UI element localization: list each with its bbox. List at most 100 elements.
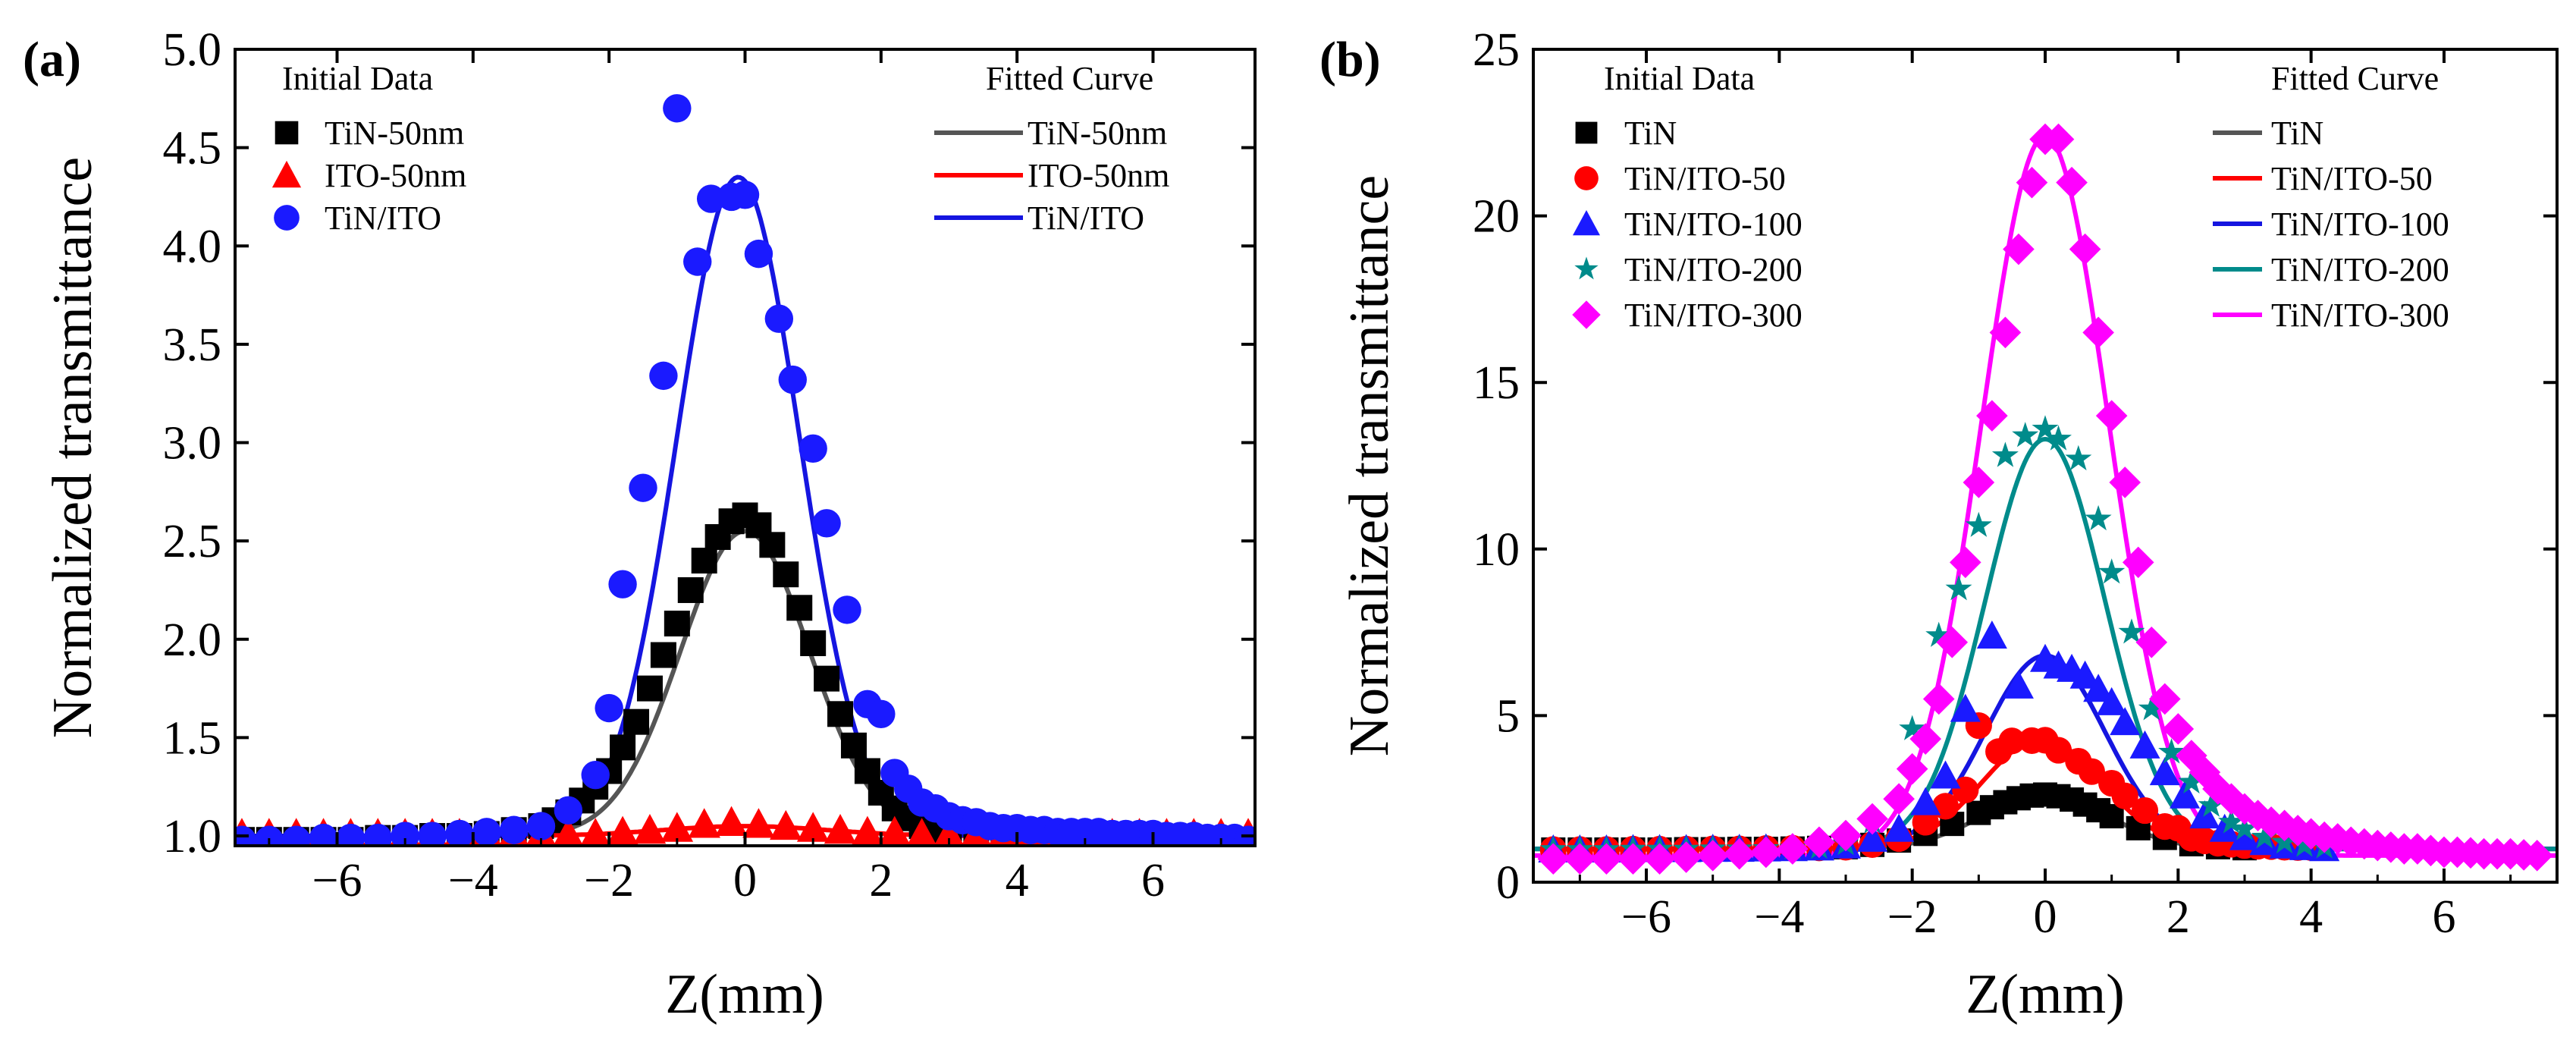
panel-a-y-tick-label: 4.5 [163, 123, 222, 174]
panel-a-point-s0-23 [691, 548, 717, 574]
panel-a-label: (a) [23, 32, 81, 87]
panel-b-point-s2-31 [2229, 822, 2260, 850]
panel-b-point-s4-18 [1950, 546, 1981, 579]
panel-a-legend-fit-label-2: TiN/ITO [1028, 199, 1144, 237]
panel-b-point-s4-29 [2095, 400, 2128, 432]
panel-a-point-s1-13 [580, 818, 611, 846]
panel-b-x-tick-label: −2 [1887, 891, 1937, 943]
panel-b-point-s4-19 [1963, 467, 1995, 498]
panel-b-point-s2-12 [1857, 823, 1888, 852]
panel-b-point-s3-14 [1925, 621, 1953, 647]
panel-a-y-tick-label: 3.5 [163, 319, 222, 371]
panel-a-point-s2-2 [282, 825, 311, 846]
panel-b-legend-data-label-0: TiN [1624, 115, 1677, 152]
panel-b-point-s4-10 [1803, 826, 1835, 859]
panel-a-point-s2-0 [235, 825, 256, 846]
panel-a-point-s2-25 [778, 365, 807, 394]
panel-b-y-axis-title: Normalized transmittance [1338, 175, 1401, 756]
panel-b-point-s3-20 [2045, 425, 2072, 451]
panel-a-point-s1-18 [715, 806, 748, 836]
panel-b-point-s4-25 [2042, 123, 2075, 156]
panel-b-point-s4-14 [1896, 752, 1928, 785]
panel-b-point-s3-22 [2085, 504, 2112, 531]
panel-b-legend-marker-2 [1573, 210, 1600, 236]
panel-b-point-s4-35 [2176, 740, 2207, 771]
panel-b-legend: Initial Data Fitted Curve TiN TiN TiN/ITO-… [1572, 60, 2449, 334]
panel-a-point-s0-33 [827, 701, 854, 727]
panel-b-x-tick-label: 6 [2432, 891, 2455, 943]
panel-b-point-s2-17 [1976, 620, 2007, 649]
panel-b-point-s2-23 [2083, 674, 2114, 702]
panel-b-point-s3-19 [2032, 415, 2059, 441]
panel-b-point-s3-25 [2138, 695, 2165, 721]
panel-a-point-s2-27 [812, 509, 841, 538]
panel-a-point-s2-3 [309, 823, 338, 846]
panel-a-point-s2-5 [363, 823, 392, 846]
panel-a-x-tick-label: 0 [733, 855, 757, 906]
panel-a-x-axis-title: Z(mm) [665, 963, 824, 1026]
panel-b-data-points [1537, 123, 2553, 875]
panel-b-point-s4-13 [1883, 783, 1915, 815]
panel-b-point-s4-1 [1564, 843, 1596, 875]
panel-a-legend-data-label-2: TiN/ITO [325, 199, 441, 237]
panel-b-legend-marker-0 [1575, 121, 1598, 144]
panel-a-x-tick-label: −2 [584, 855, 634, 906]
panel-a-x-tick-label: 4 [1006, 855, 1029, 906]
panel-b-point-s3-30 [2231, 815, 2258, 840]
panel-b-legend-marker-1 [1574, 166, 1599, 190]
panel-a-point-s0-30 [786, 595, 813, 621]
panel-b-point-s2-28 [2170, 780, 2201, 809]
panel-a-point-s1-21 [796, 812, 830, 842]
panel-a-y-tick-label: 2.5 [163, 516, 222, 567]
panel-b-x-tick-label: 0 [2034, 891, 2057, 943]
panel-b-legend-data-label-2: TiN/ITO-100 [1624, 206, 1803, 243]
panel-a-point-s1-15 [633, 814, 667, 844]
panel-b-point-s1-26 [2111, 782, 2138, 809]
panel-b-point-s2-22 [2069, 660, 2101, 689]
panel-a-point-s2-16 [629, 473, 657, 502]
panel-b-point-s4-3 [1617, 843, 1649, 875]
panel-a-point-s2-30 [867, 699, 896, 728]
panel-b-point-s4-11 [1830, 819, 1862, 852]
panel-a-x-tick-label: 2 [869, 855, 893, 906]
panel-b-y-tick-label: 15 [1473, 357, 1520, 409]
panel-b-x-tick-label: −6 [1621, 891, 1671, 943]
panel-b-point-s4-39 [2229, 793, 2261, 825]
panel-a-y-tick-label: 3.0 [163, 418, 222, 470]
panel-a-point-s2-17 [649, 361, 678, 391]
panel-a-y-tick-label: 1.0 [163, 811, 222, 862]
panel-b-point-s4-20 [1976, 400, 2008, 432]
panel-b-x-tick-label: 2 [2167, 891, 2190, 943]
panel-a-x-tick-label: −4 [448, 855, 498, 906]
panel-b-point-s4-31 [2122, 546, 2154, 579]
panel-b-legend-data-label-3: TiN/ITO-200 [1624, 251, 1803, 288]
panel-a-y-tick-label: 4.0 [163, 221, 222, 272]
panel-b-point-s3-23 [2098, 558, 2126, 584]
panel-b-point-s4-5 [1670, 841, 1702, 873]
panel-a-point-s0-28 [759, 532, 786, 558]
panel-b-point-s3-33 [2291, 831, 2318, 857]
panel-b-point-s4-8 [1750, 836, 1782, 869]
panel-b-legend-marker-4 [1572, 300, 1601, 329]
panel-b-point-s3-27 [2178, 768, 2205, 794]
panel-a-legend-data-label-1: ITO-50nm [325, 157, 466, 194]
panel-a: −6 −4 −2 0 2 4 6 1.0 1.5 2.0 2.5 3.0 3.5 4.0 4.5 5.0 (a… [23, 24, 1257, 1026]
panel-b-point-s4-34 [2162, 713, 2195, 745]
panel-b-point-s1-22 [2044, 737, 2072, 764]
panel-b-point-s4-12 [1856, 803, 1888, 835]
panel-b-point-s2-16 [1950, 693, 1981, 722]
panel-a-point-s2-20 [696, 184, 726, 213]
panel-b-point-s3-13 [1899, 715, 1926, 740]
panel-a-point-s2-18 [663, 94, 692, 123]
panel-a-point-s2-57 [1234, 825, 1255, 846]
panel-b-point-s4-4 [1643, 843, 1676, 875]
panel-a-point-s0-29 [773, 561, 799, 588]
panel-a-legend-marker-2 [274, 205, 300, 231]
panel-a-point-s1-12 [553, 818, 584, 846]
panel-b-point-s3-31 [2251, 823, 2278, 849]
panel-b-point-s2-25 [2110, 707, 2141, 736]
panel-a-point-s1-22 [824, 814, 857, 844]
panel-a-point-s1-20 [770, 809, 802, 840]
panel-b-point-s4-9 [1777, 833, 1809, 865]
